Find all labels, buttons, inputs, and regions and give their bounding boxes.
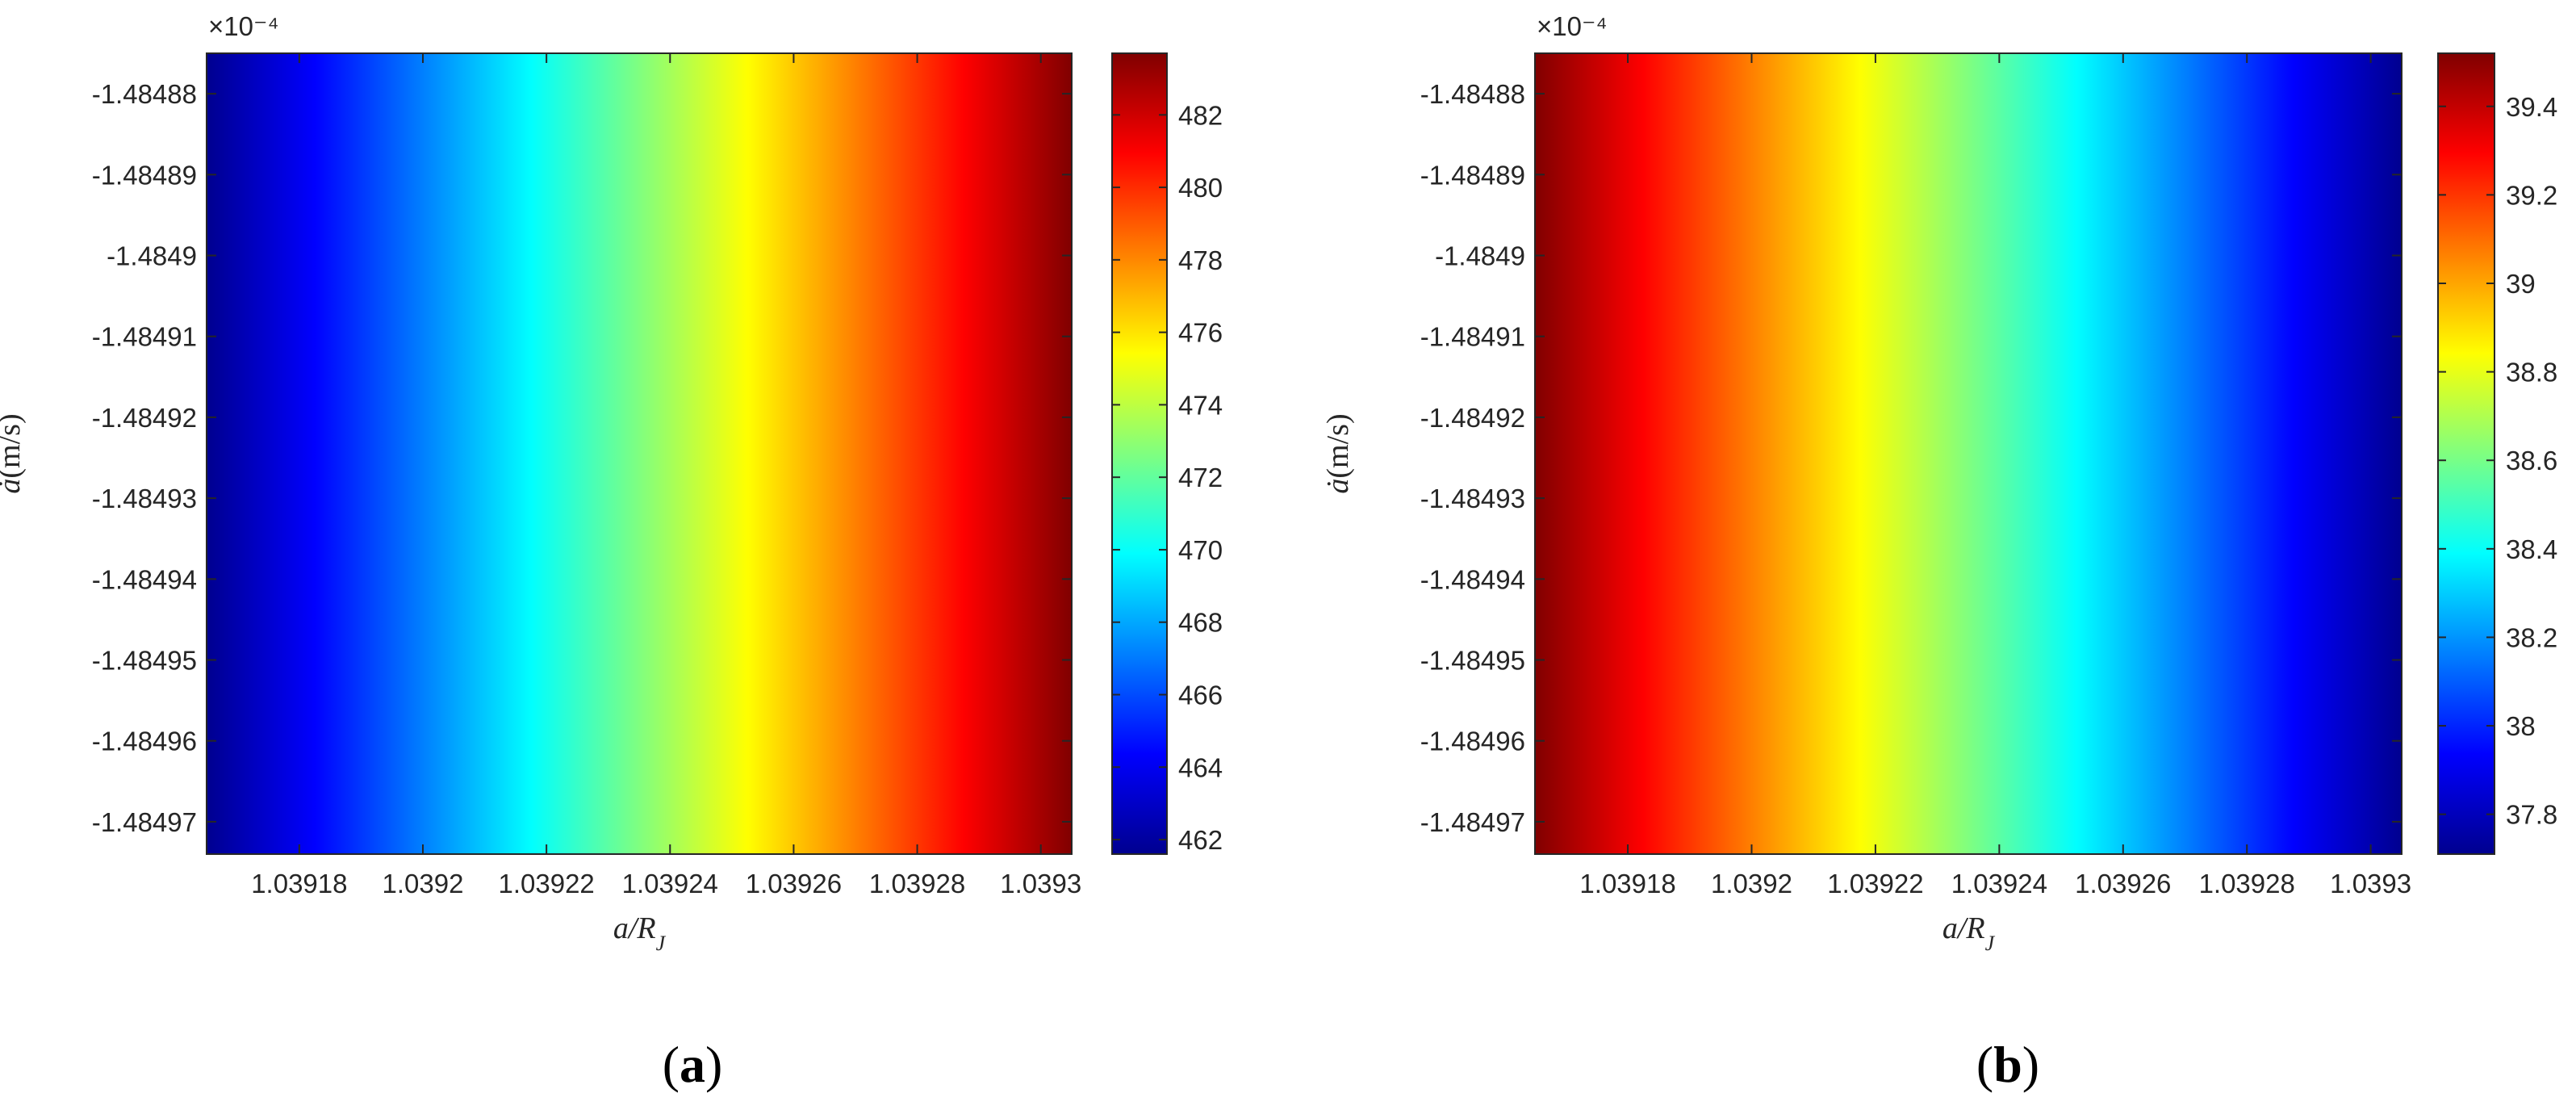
y-tick-label: -1.4849	[1435, 241, 1525, 271]
colorbar-tick-label: 39	[2506, 269, 2536, 299]
colorbar-tick-label: 468	[1178, 608, 1223, 638]
y-tick-label: -1.48494	[92, 564, 197, 594]
y-tick-label: -1.48493	[1420, 484, 1525, 513]
colorbar-frame	[2437, 52, 2495, 855]
colorbar-tick-label: 476	[1178, 318, 1223, 348]
x-tick-label: 1.03924	[622, 869, 718, 898]
x-tick-label: 1.03918	[251, 869, 347, 898]
plot-frame	[1534, 52, 2402, 855]
colorbar-tick-label: 466	[1178, 680, 1223, 710]
colorbar-tick-label: 38.6	[2506, 446, 2557, 475]
colorbar-tick-label: 38.8	[2506, 358, 2557, 387]
colorbar-tick-label: 472	[1178, 463, 1223, 492]
y-tick-label: -1.48492	[1420, 403, 1525, 433]
y-axis-label: ȧ(m/s)	[0, 413, 27, 493]
heatmap-panel-a: 1.03918 1.0392 1.03922 1.03924 1.03926 1.0392…	[0, 11, 1223, 1093]
colorbar-tick-label: 38.2	[2506, 622, 2557, 652]
y-tick-label: -1.48495	[1420, 646, 1525, 676]
y-exponent-label: ×10⁻⁴	[1537, 11, 1608, 41]
x-tick-label: 1.03924	[1951, 869, 2047, 898]
x-tick-label: 1.03928	[2199, 869, 2295, 898]
colorbar-tick-label: 480	[1178, 173, 1223, 203]
y-tick-label: -1.48491	[92, 322, 197, 352]
x-tick-label: 1.0392	[1711, 869, 1792, 898]
y-tick-label: -1.48497	[1420, 807, 1525, 837]
y-tick-label: -1.4849	[107, 241, 197, 271]
y-tick-label: -1.48492	[92, 403, 197, 433]
x-tick-label: 1.0393	[2330, 869, 2411, 898]
colorbar-tick-label: 462	[1178, 825, 1223, 855]
y-tick-label: -1.48491	[1420, 322, 1525, 352]
colorbar-tick-label: 37.8	[2506, 800, 2557, 830]
y-axis-label: ȧ(m/s)	[1321, 413, 1355, 493]
colorbar-frame	[1111, 52, 1168, 855]
colorbar-tick-label: 478	[1178, 245, 1223, 275]
y-tick-label: -1.48488	[1420, 79, 1525, 109]
plot-frame	[206, 52, 1073, 855]
colorbar	[2438, 53, 2494, 854]
x-tick-label: 1.03918	[1579, 869, 1675, 898]
panel-label: (a)	[663, 1036, 723, 1093]
x-tick-label: 1.0393	[1000, 869, 1081, 898]
y-tick-label: -1.48496	[92, 727, 197, 756]
y-tick-label: -1.48496	[1420, 727, 1525, 756]
colorbar-tick-label: 482	[1178, 100, 1223, 130]
colorbar-tick-label: 464	[1178, 752, 1223, 782]
y-tick-label: -1.48497	[92, 807, 197, 837]
y-tick-label: -1.48494	[1420, 564, 1525, 594]
colorbar-tick-label: 474	[1178, 390, 1223, 420]
x-tick-label: 1.03922	[1827, 869, 1923, 898]
colorbar-tick-label: 39.4	[2506, 92, 2557, 122]
colorbar	[1112, 53, 1167, 854]
y-tick-label: -1.48489	[92, 160, 197, 190]
x-axis-label: a/RJ	[1942, 911, 1996, 955]
x-tick-label: 1.03926	[2075, 869, 2171, 898]
colorbar-tick-label: 38	[2506, 711, 2536, 741]
heatmap-panel-b: 1.03918 1.0392 1.03922 1.03924 1.03926 1.0392…	[1321, 11, 2557, 1093]
colorbar-tick-label: 39.2	[2506, 180, 2557, 210]
colorbar-tick-label: 38.4	[2506, 534, 2557, 564]
x-axis-label: a/RJ	[613, 911, 667, 955]
x-tick-label: 1.03928	[869, 869, 965, 898]
y-tick-label: -1.48495	[92, 646, 197, 676]
y-exponent-label: ×10⁻⁴	[208, 11, 279, 41]
y-tick-label: -1.48488	[92, 79, 197, 109]
colorbar-tick-label: 470	[1178, 535, 1223, 565]
heatmap-field	[1535, 53, 2402, 854]
x-tick-label: 1.03926	[746, 869, 842, 898]
x-tick-label: 1.03922	[498, 869, 594, 898]
y-tick-label: -1.48489	[1420, 160, 1525, 190]
y-tick-label: -1.48493	[92, 484, 197, 513]
x-tick-label: 1.0392	[383, 869, 464, 898]
heatmap-field	[207, 53, 1072, 854]
panel-label: (b)	[1976, 1036, 2039, 1093]
